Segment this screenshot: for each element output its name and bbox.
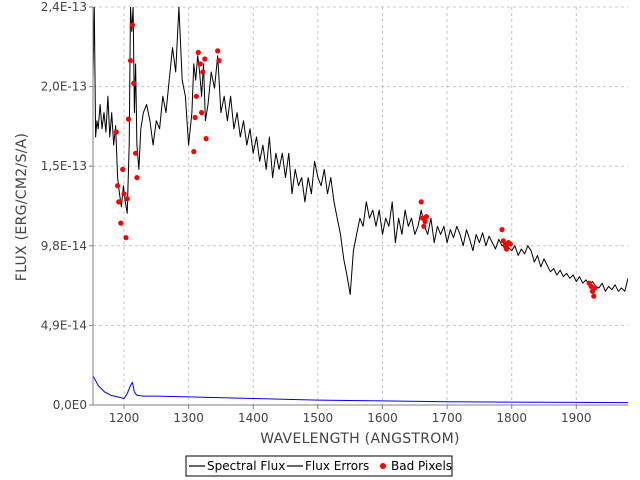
spectral-flux-line (93, 7, 628, 295)
bad-pixel-point (134, 175, 140, 181)
x-tick-label: 1900 (561, 411, 592, 425)
legend-label-spectral-flux: Spectral Flux (207, 459, 285, 473)
bad-pixel-point (113, 129, 119, 135)
bad-pixel-point (202, 56, 208, 62)
bad-pixel-point (591, 293, 597, 299)
bad-pixel-point (127, 58, 134, 64)
x-axis-title: WAVELENGTH (ANGSTROM) (260, 431, 460, 447)
x-axis-ticks: 1200 1300 1400 1500 1600 1700 1800 1900 (109, 405, 592, 425)
bad-pixel-point (423, 214, 429, 220)
bad-pixel-point (215, 48, 221, 54)
y-tick-label: 2,0E-13 (41, 80, 87, 94)
y-axis-ticks: 0,0E0 4,9E-14 9,8E-14 1,5E-13 2,0E-13 2,4E-13 (41, 0, 93, 412)
bad-pixel-point (118, 220, 124, 226)
bad-pixel-point (499, 227, 505, 233)
y-tick-label: 1,5E-13 (41, 159, 87, 173)
y-tick-label: 0,0E0 (53, 398, 87, 412)
y-tick-label: 4,9E-14 (41, 318, 87, 332)
y-tick-label: 2,4E-13 (41, 0, 87, 14)
bad-pixel-point (507, 241, 513, 247)
x-tick-label: 1300 (173, 411, 204, 425)
bad-pixel-point (120, 166, 126, 172)
bad-pixel-point (193, 93, 199, 99)
x-tick-label: 1600 (367, 411, 398, 425)
y-tick-label: 9,8E-14 (41, 239, 87, 253)
bad-pixel-point (199, 110, 205, 116)
x-tick-label: 1400 (238, 411, 269, 425)
x-tick-label: 1800 (496, 411, 527, 425)
bad-pixel-point (129, 22, 135, 28)
bad-pixel-point (115, 183, 121, 189)
bad-pixel-point (197, 61, 203, 67)
legend: Spectral Flux Flux Errors Bad Pixels (185, 455, 453, 477)
grid-lines (93, 6, 628, 406)
legend-box (185, 455, 453, 477)
bad-pixel-point (133, 150, 139, 156)
bad-pixel-point (191, 149, 197, 155)
bad-pixel-point (203, 136, 209, 142)
bad-pixel-point (131, 80, 137, 86)
bad-pixel-point (418, 199, 424, 205)
y-axis-title: FLUX (ERG/CM2/S/A) (14, 133, 30, 282)
bad-pixel-point (421, 223, 427, 229)
x-tick-label: 1500 (303, 411, 334, 425)
flux-errors-line (93, 375, 628, 404)
legend-label-bad-pixels: Bad Pixels (391, 459, 452, 473)
bad-pixel-point (216, 58, 222, 64)
axes (92, 7, 628, 406)
legend-label-flux-errors: Flux Errors (305, 459, 369, 473)
bad-pixel-point (200, 69, 206, 75)
bad-pixel-point (195, 49, 201, 56)
series-layer (93, 7, 628, 404)
x-tick-label: 1200 (109, 411, 140, 425)
bad-pixel-point (123, 235, 129, 241)
bad-pixel-point (121, 191, 127, 197)
bad-pixel-point (592, 285, 598, 291)
bad-pixel-point (116, 199, 122, 205)
x-tick-label: 1700 (432, 411, 463, 425)
bad-pixel-point (125, 116, 132, 122)
legend-swatch-bad-pixels (380, 463, 386, 469)
bad-pixel-point (192, 114, 198, 121)
bad-pixel-point (422, 218, 428, 224)
bad-pixels-layer (113, 22, 598, 299)
bad-pixel-point (500, 238, 506, 244)
bad-pixel-point (503, 246, 510, 252)
bad-pixel-point (124, 196, 130, 202)
